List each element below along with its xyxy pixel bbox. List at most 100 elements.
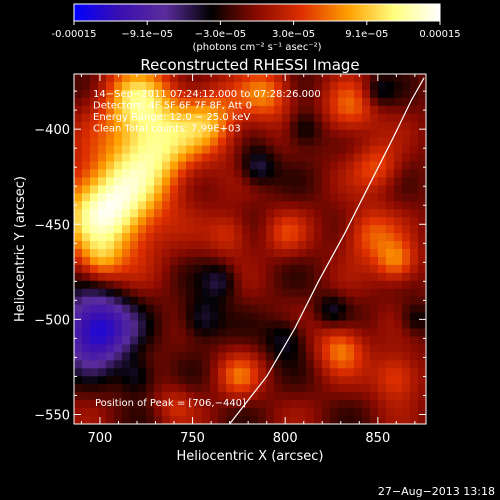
heatmap-cell	[210, 129, 219, 139]
heatmap-cell	[114, 384, 123, 393]
heatmap-cell	[418, 241, 427, 250]
heatmap-cell	[290, 201, 299, 210]
heatmap-cell	[250, 153, 259, 162]
heatmap-cell	[306, 344, 315, 353]
heatmap-cell	[170, 137, 179, 146]
heatmap-cell	[130, 105, 139, 115]
heatmap-cell	[90, 169, 99, 178]
heatmap-cell	[226, 241, 235, 250]
heatmap-cell	[330, 304, 339, 314]
heatmap-cell	[114, 288, 123, 298]
heatmap-cell	[114, 145, 123, 154]
heatmap-cell	[194, 336, 203, 345]
heatmap-cell	[98, 312, 107, 321]
heatmap-cell	[322, 74, 331, 83]
heatmap-cell	[234, 344, 243, 353]
heatmap-cell	[218, 121, 227, 131]
heatmap-cell	[370, 280, 379, 290]
heatmap-cell	[402, 416, 411, 425]
heatmap-cell	[146, 336, 155, 345]
heatmap-cell	[202, 217, 211, 226]
heatmap-cell	[298, 256, 307, 266]
heatmap-cell	[226, 272, 235, 282]
heatmap-cell	[378, 352, 387, 361]
heatmap-cell	[186, 137, 195, 146]
heatmap-cell	[202, 225, 211, 234]
heatmap-cell	[114, 233, 123, 242]
heatmap-cell	[154, 312, 163, 321]
heatmap-cell	[106, 97, 115, 107]
heatmap-cell	[130, 376, 139, 385]
heatmap-cell	[266, 336, 275, 345]
heatmap-cell	[370, 416, 379, 425]
heatmap-cell	[194, 376, 203, 385]
heatmap-cell	[354, 368, 363, 377]
heatmap-cell	[306, 280, 315, 290]
heatmap-cell	[346, 121, 355, 131]
heatmap-cell	[234, 416, 243, 425]
heatmap-cell	[194, 360, 203, 369]
heatmap-cell	[410, 217, 419, 226]
heatmap-cell	[258, 280, 267, 290]
heatmap-cell	[154, 328, 163, 337]
heatmap-cell	[410, 161, 419, 170]
heatmap-cell	[370, 201, 379, 210]
heatmap-cell	[394, 81, 403, 91]
heatmap-cell	[130, 296, 139, 306]
heatmap-cell	[74, 241, 83, 250]
heatmap-cell	[226, 280, 235, 290]
heatmap-cell	[146, 376, 155, 385]
heatmap-cell	[170, 225, 179, 234]
heatmap-cell	[170, 256, 179, 266]
heatmap-cell	[210, 400, 219, 409]
heatmap-cell	[306, 328, 315, 337]
heatmap-cell	[162, 201, 171, 210]
heatmap-cell	[330, 296, 339, 306]
heatmap-cell	[122, 320, 131, 329]
heatmap-cell	[170, 296, 179, 306]
heatmap-cell	[202, 177, 211, 186]
heatmap-cell	[90, 368, 99, 377]
heatmap-cell	[362, 288, 371, 298]
heatmap-cell	[98, 209, 107, 218]
heatmap-cell	[354, 153, 363, 162]
heatmap-cell	[322, 113, 331, 123]
heatmap-cell	[186, 376, 195, 385]
heatmap-cell	[290, 272, 299, 282]
heatmap-cell	[178, 89, 187, 99]
heatmap-cell	[362, 360, 371, 369]
heatmap-cell	[258, 304, 267, 314]
heatmap-cell	[274, 416, 283, 425]
heatmap-cell	[290, 376, 299, 385]
heatmap-cell	[386, 408, 395, 417]
heatmap-cell	[402, 81, 411, 91]
heatmap-cell	[306, 201, 315, 210]
heatmap-cell	[266, 272, 275, 282]
heatmap-cell	[266, 113, 275, 123]
heatmap-cell	[362, 161, 371, 170]
heatmap-cell	[250, 185, 259, 194]
heatmap-cell	[418, 384, 427, 393]
heatmap-cell	[258, 225, 267, 234]
heatmap-cell	[154, 280, 163, 290]
heatmap-cell	[266, 400, 275, 409]
heatmap-cell	[178, 81, 187, 91]
heatmap-cell	[322, 256, 331, 266]
heatmap-cell	[202, 296, 211, 306]
heatmap-cell	[314, 241, 323, 250]
heatmap-cell	[314, 328, 323, 337]
heatmap-cell	[194, 241, 203, 250]
info-line: 14−Sep−2011 07:24:12.000 to 07:28:26.000	[93, 89, 321, 100]
heatmap-cell	[338, 272, 347, 282]
heatmap-cell	[90, 241, 99, 250]
heatmap-cell	[274, 344, 283, 353]
heatmap-cell	[210, 145, 219, 154]
heatmap-cell	[122, 217, 131, 226]
heatmap-cell	[170, 416, 179, 425]
heatmap-cell	[234, 304, 243, 314]
heatmap-cell	[122, 360, 131, 369]
heatmap-cell	[186, 312, 195, 321]
heatmap-cell	[138, 89, 147, 99]
heatmap-cell	[154, 209, 163, 218]
heatmap-cell	[306, 161, 315, 170]
